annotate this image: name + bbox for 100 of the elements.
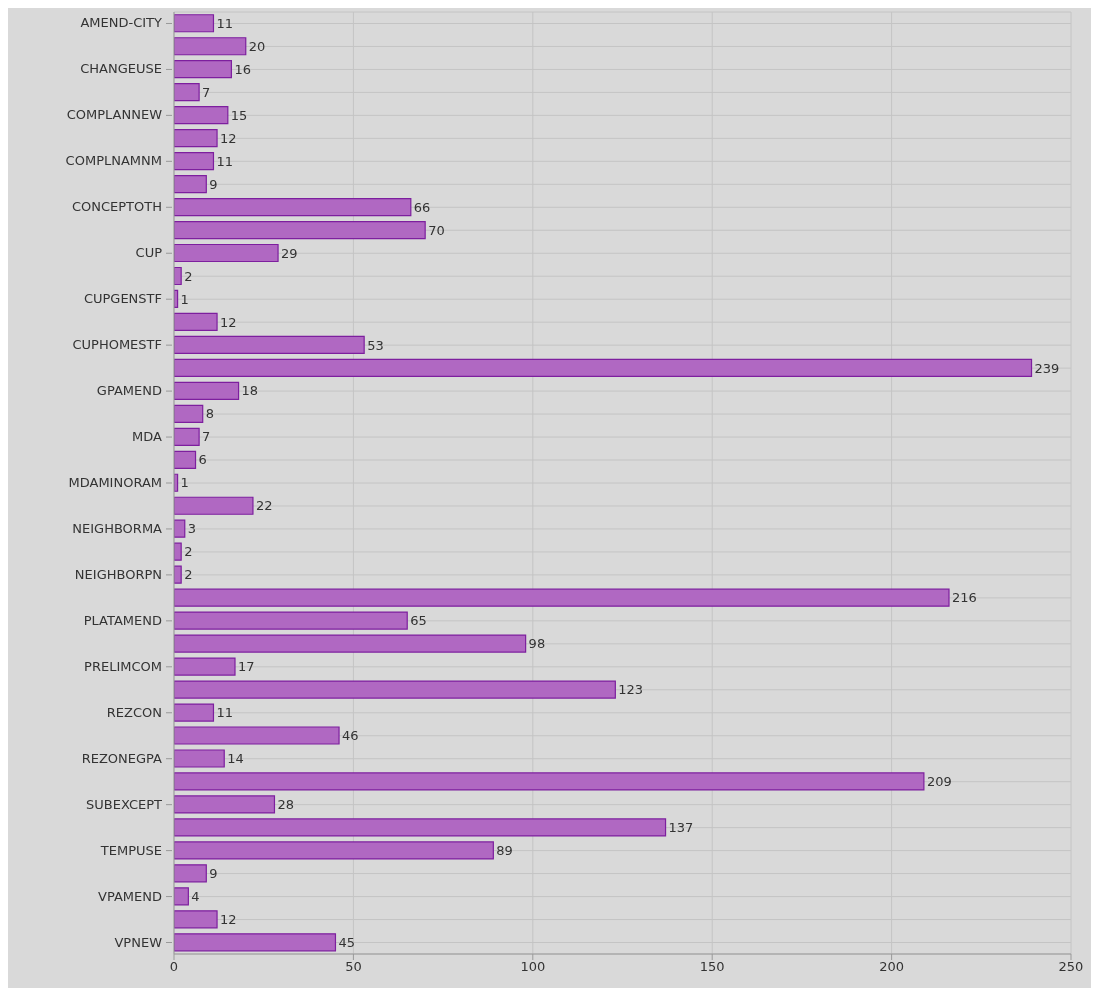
data-label: 7: [202, 84, 211, 100]
bar: [174, 60, 233, 79]
bar: [174, 450, 197, 469]
bar: [174, 565, 182, 584]
bar: [174, 106, 229, 125]
y-tick-label: COMPLANNEW: [66, 107, 163, 123]
x-tick-label: 200: [879, 959, 905, 975]
data-label: 20: [248, 38, 266, 54]
data-label: 70: [428, 222, 445, 238]
data-label: 6: [198, 452, 207, 468]
data-label: 3: [187, 521, 197, 537]
data-label: 9: [209, 176, 218, 192]
y-tick-label: REZONEGPA: [81, 750, 163, 766]
bar: [174, 611, 408, 630]
bar: [174, 266, 182, 286]
data-label: 239: [1034, 360, 1060, 376]
bar: [174, 910, 218, 929]
data-label: 28: [277, 797, 295, 813]
data-label: 209: [926, 774, 952, 790]
data-label: 65: [410, 613, 427, 629]
bar: [174, 887, 189, 906]
bar: [174, 174, 207, 194]
y-tick-label: MDA: [132, 429, 163, 445]
data-label: 216: [952, 590, 977, 606]
bar: [174, 703, 215, 722]
x-tick-label: 150: [699, 959, 725, 975]
y-tick-label: COMPLNAMNM: [65, 153, 162, 169]
data-label: 1: [180, 291, 189, 307]
bar: [174, 37, 247, 56]
bar: [174, 381, 240, 400]
y-tick-label: NEIGHBORPN: [74, 566, 162, 582]
y-tick-label: CUPHOMESTF: [72, 337, 162, 353]
bar: [174, 358, 1033, 377]
data-label: 66: [413, 199, 431, 215]
bar: [174, 726, 340, 745]
data-label: 11: [216, 705, 234, 721]
data-label: 11: [216, 15, 234, 31]
y-tick-label: CONCEPTOTH: [71, 199, 162, 215]
bar: [174, 818, 667, 837]
data-label: 18: [241, 383, 259, 399]
bar: [174, 680, 616, 699]
bar: [174, 542, 182, 561]
data-label: 16: [234, 61, 251, 77]
bar: [174, 243, 279, 263]
bar: [174, 152, 215, 171]
data-label: 12: [220, 911, 237, 927]
bar: [174, 496, 254, 515]
data-label: 9: [209, 865, 218, 881]
data-label: 2: [184, 268, 193, 284]
y-tick-label: VPAMEND: [98, 888, 162, 904]
bar: [174, 933, 337, 952]
y-tick-label: CHANGEUSE: [80, 61, 162, 77]
bar: [174, 220, 426, 240]
bar: [174, 657, 236, 676]
y-tick-label: TEMPUSE: [99, 842, 162, 858]
data-label: 2: [184, 567, 193, 583]
bar: [174, 404, 204, 423]
bar: [174, 427, 200, 446]
data-label: 89: [496, 842, 513, 858]
data-label: 45: [338, 934, 356, 950]
bar: [174, 795, 276, 814]
x-tick-label: 50: [345, 959, 362, 975]
bar: [174, 335, 365, 355]
y-tick-label: CUP: [135, 245, 163, 261]
bar: [174, 749, 225, 768]
data-label: 11: [216, 153, 234, 169]
bar: [174, 588, 950, 607]
bar: [174, 772, 925, 791]
x-tick-label: 0: [169, 959, 179, 975]
y-tick-label: PRELIMCOM: [84, 658, 162, 674]
bar: [174, 841, 494, 860]
data-label: 2: [184, 544, 193, 560]
y-tick-label: GPAMEND: [96, 383, 162, 399]
bar: [174, 634, 527, 653]
data-label: 98: [528, 636, 546, 652]
data-label: 29: [281, 245, 298, 261]
data-label: 12: [220, 130, 237, 146]
bar: [174, 312, 218, 332]
y-tick-label: PLATAMEND: [83, 612, 162, 628]
data-label: 22: [255, 498, 273, 514]
bar: [174, 83, 200, 102]
data-label: 137: [668, 820, 694, 836]
bar: [174, 129, 218, 148]
data-label: 4: [191, 888, 200, 904]
data-label: 7: [202, 429, 211, 445]
y-tick-label: CUPGENSTF: [83, 291, 162, 307]
data-label: 14: [227, 751, 244, 767]
x-tick-label: 100: [520, 959, 546, 975]
data-label: 15: [230, 107, 248, 123]
y-tick-label: AMEND-CITY: [80, 15, 163, 31]
y-tick-label: SUBEXCEPT: [86, 796, 163, 812]
y-tick-label: REZCON: [106, 704, 162, 720]
data-label: 1: [180, 475, 189, 491]
bar: [174, 864, 207, 883]
x-tick-label: 250: [1058, 959, 1084, 975]
bar: [174, 197, 412, 217]
data-label: 8: [205, 406, 214, 422]
y-tick-label: VPNEW: [114, 934, 163, 950]
data-label: 53: [367, 337, 384, 353]
data-label: 12: [220, 314, 237, 330]
